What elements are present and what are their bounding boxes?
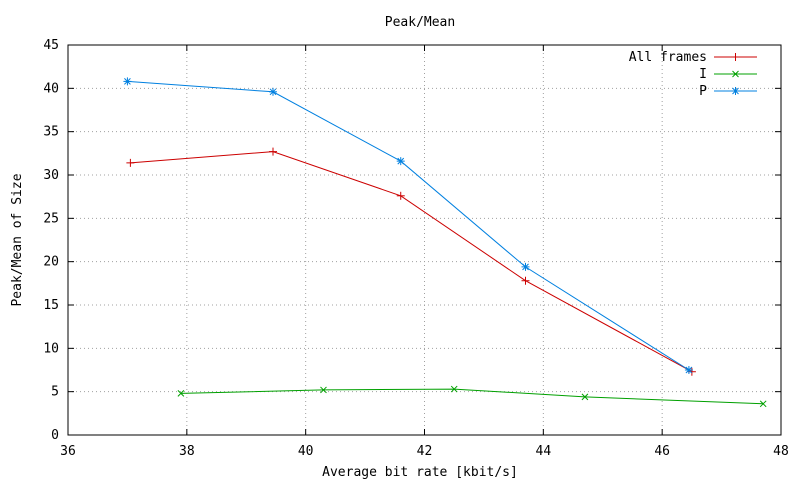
legend-label-i: I: [699, 67, 707, 82]
x-tick-label: 38: [179, 444, 195, 459]
plot-frame: [67, 44, 782, 436]
y-tick-label: 35: [43, 125, 59, 140]
x-tick-label: 44: [536, 444, 552, 459]
y-tick-label: 40: [43, 81, 59, 96]
y-tick-label: 20: [43, 255, 59, 270]
data-point-p: [396, 157, 405, 166]
y-tick-label: 5: [51, 385, 59, 400]
chart-title: Peak/Mean: [385, 15, 455, 30]
data-point-p: [521, 262, 530, 271]
y-tick-label: 25: [43, 211, 59, 226]
x-tick-label: 48: [773, 444, 789, 459]
data-point-all-frames: [268, 147, 277, 156]
y-tick-label: 0: [51, 428, 59, 443]
data-point-all-frames: [126, 158, 135, 167]
data-point-i: [581, 393, 589, 401]
y-tick-label: 45: [43, 38, 59, 53]
data-point-i: [450, 385, 458, 393]
data-point-p: [684, 366, 693, 374]
axis-ticks: 0 5 10 15 20 25 30 35 40 45 36 38 40 42 44 46 48: [43, 38, 788, 459]
legend-label-p: P: [699, 84, 707, 99]
series-line-p: [127, 80, 690, 371]
data-point-p: [123, 77, 132, 86]
data-point-i: [759, 400, 767, 408]
y-tick-label: 10: [43, 341, 59, 356]
data-point-all-frames: [521, 276, 530, 285]
grid: [68, 45, 781, 435]
data-point-i: [320, 386, 327, 394]
series-line-all-frames: [130, 151, 693, 373]
data-point-i: [177, 390, 185, 397]
legend-label-all-frames: All frames: [629, 50, 707, 65]
legend-marker-p: [731, 87, 740, 95]
y-tick-label: 30: [43, 168, 59, 183]
data-point-all-frames: [396, 191, 405, 200]
y-tick-label: 15: [43, 298, 59, 313]
legend: All frames IP: [629, 50, 757, 99]
legend-marker-i: [732, 70, 739, 78]
plot-series: [123, 77, 767, 408]
x-tick-label: 40: [298, 444, 314, 459]
legend-marker-all-frames: [731, 53, 740, 61]
x-axis-label: Average bit rate [kbit/s]: [322, 465, 518, 480]
data-point-p: [268, 87, 277, 96]
x-tick-label: 36: [60, 444, 76, 459]
x-tick-label: 46: [654, 444, 670, 459]
x-tick-label: 42: [417, 444, 433, 459]
y-axis-label: Peak/Mean of Size: [10, 173, 25, 306]
